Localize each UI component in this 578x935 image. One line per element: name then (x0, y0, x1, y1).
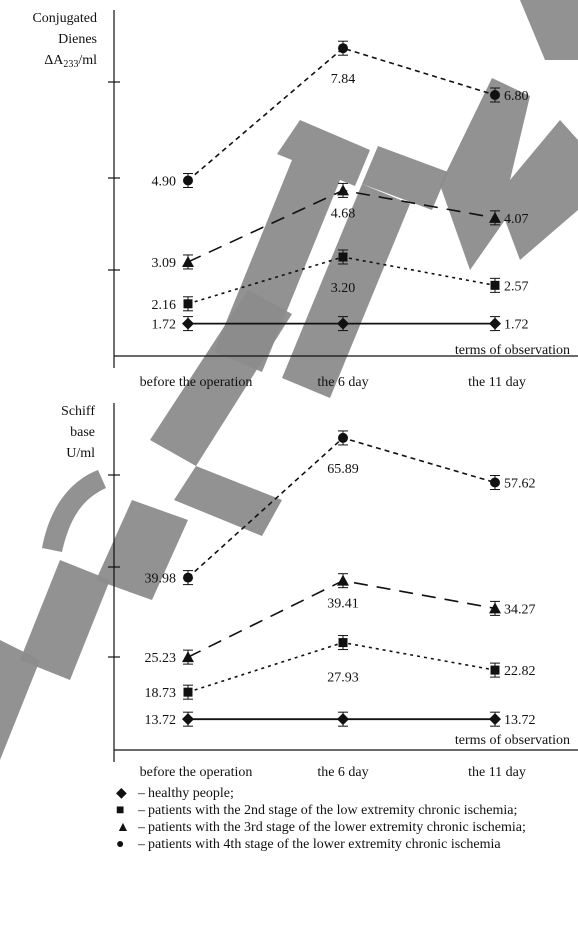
square-marker-icon: ■ (116, 803, 125, 818)
legend-dash: – (138, 820, 145, 835)
data-label: 7.84 (331, 72, 356, 87)
data-label: 4.07 (504, 212, 529, 227)
data-point-circle (490, 477, 500, 488)
data-point-triangle (337, 574, 349, 586)
legend-text: patients with the 2nd stage of the low e… (148, 803, 518, 818)
data-point-square (338, 252, 348, 262)
watermark-stroke (42, 470, 106, 552)
x-axis-label: terms of observation (455, 343, 570, 358)
data-point-circle (183, 572, 193, 583)
watermark-stroke (174, 466, 282, 536)
category-label: the 11 day (468, 375, 526, 390)
data-label: 13.72 (504, 713, 536, 728)
category-label: the 11 day (468, 765, 526, 780)
category-label: before the operation (140, 765, 253, 780)
legend-dash: – (138, 786, 145, 801)
data-point-square (490, 280, 500, 290)
data-point-diamond (182, 713, 194, 726)
data-label: 4.68 (331, 206, 356, 221)
y-axis-label: Dienes (58, 32, 97, 47)
data-point-square (183, 299, 193, 309)
data-point-square (490, 665, 500, 675)
data-point-circle (183, 175, 193, 186)
legend: ◆ – healthy people; ■ – patients with the … (116, 786, 571, 854)
legend-text: patients with 4th stage of the lower ext… (148, 837, 501, 852)
watermark-stroke (440, 78, 578, 270)
data-label: 25.23 (145, 651, 177, 666)
data-point-triangle (489, 602, 501, 614)
data-point-circle (338, 432, 348, 443)
watermark-stroke (282, 184, 410, 398)
data-label: 39.98 (145, 572, 177, 587)
data-point-circle (490, 90, 500, 100)
watermark-stroke (520, 0, 578, 60)
y-axis-label: ΔA233/ml (44, 53, 97, 70)
data-label: 4.90 (152, 175, 177, 190)
watermark-stroke (150, 290, 292, 466)
data-label: 1.72 (152, 318, 177, 333)
data-label: 3.20 (331, 281, 356, 296)
y-axis-label: base (70, 425, 95, 440)
category-label: the 6 day (317, 375, 368, 390)
data-label: 34.27 (504, 602, 536, 617)
watermark-stroke (96, 500, 188, 600)
data-point-square (183, 687, 193, 697)
data-point-square (338, 638, 348, 648)
y-axis-label: Schiff (61, 404, 95, 419)
data-label: 18.73 (145, 686, 177, 701)
series-line-stage4 (187, 47, 496, 182)
category-label: before the operation (140, 375, 253, 390)
watermark-stroke (0, 640, 40, 760)
data-label: 27.93 (327, 671, 359, 686)
data-point-triangle (182, 255, 194, 267)
data-point-diamond (489, 713, 501, 726)
circle-marker-icon: ● (116, 837, 125, 852)
data-point-triangle (182, 651, 194, 663)
watermark-stroke (20, 560, 110, 680)
x-axis-label: terms of observation (455, 733, 570, 748)
legend-text: healthy people; (148, 786, 234, 801)
legend-item-stage3: ▲ – patients with the 3rd stage of the lo… (116, 820, 571, 835)
data-label: 2.16 (152, 298, 177, 313)
diamond-marker-icon: ◆ (116, 786, 127, 801)
legend-dash: – (138, 803, 145, 818)
legend-item-stage2: ■ – patients with the 2nd stage of the lo… (116, 803, 571, 818)
data-label: 65.89 (327, 462, 359, 477)
data-point-diamond (489, 317, 501, 330)
watermark (0, 0, 578, 760)
data-label: 1.72 (504, 318, 529, 333)
y-axis-label: U/ml (66, 446, 95, 461)
legend-item-stage4: ● – patients with 4th stage of the lower … (116, 837, 571, 852)
y-axis-label: Conjugated (32, 11, 97, 26)
data-point-triangle (489, 211, 501, 223)
legend-item-healthy: ◆ – healthy people; (116, 786, 571, 801)
data-label: 2.57 (504, 279, 529, 294)
data-label: 13.72 (145, 713, 177, 728)
data-label: 6.80 (504, 89, 529, 104)
category-label: the 6 day (317, 765, 368, 780)
data-label: 22.82 (504, 664, 536, 679)
data-label: 39.41 (327, 597, 359, 612)
data-point-circle (338, 43, 348, 54)
data-point-triangle (337, 184, 349, 196)
watermark-stroke (362, 146, 448, 210)
data-label: 3.09 (152, 256, 177, 271)
triangle-marker-icon: ▲ (116, 820, 130, 835)
data-label: 57.62 (504, 477, 536, 492)
legend-text: patients with the 3rd stage of the lower… (148, 820, 526, 835)
legend-dash: – (138, 837, 145, 852)
data-point-diamond (337, 713, 349, 726)
data-point-diamond (182, 317, 194, 330)
data-point-diamond (337, 317, 349, 330)
